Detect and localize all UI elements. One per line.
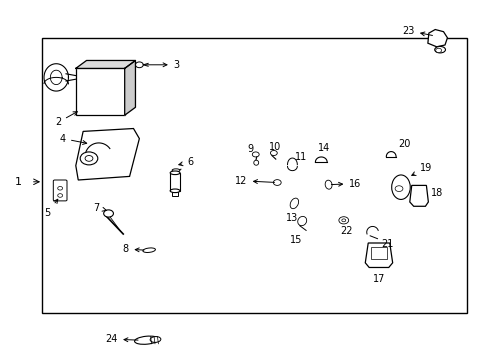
Circle shape — [80, 152, 98, 165]
Text: 10: 10 — [268, 142, 281, 152]
Text: 2: 2 — [55, 112, 77, 127]
Text: 15: 15 — [289, 235, 302, 246]
Ellipse shape — [150, 337, 161, 342]
Circle shape — [58, 194, 62, 197]
Circle shape — [394, 186, 402, 192]
Bar — [170, 173, 180, 191]
Text: 7: 7 — [93, 203, 106, 213]
Text: 22: 22 — [339, 226, 352, 236]
Text: 21: 21 — [381, 239, 393, 249]
Bar — [172, 190, 178, 196]
Text: 8: 8 — [122, 244, 143, 254]
Text: 11: 11 — [294, 152, 307, 162]
Circle shape — [252, 152, 259, 157]
Circle shape — [341, 219, 345, 222]
Circle shape — [58, 186, 62, 190]
Text: 3: 3 — [144, 60, 180, 70]
Polygon shape — [76, 60, 135, 68]
Bar — [370, 247, 386, 259]
Circle shape — [85, 156, 93, 161]
Ellipse shape — [134, 336, 159, 344]
Polygon shape — [427, 30, 447, 47]
Bar — [76, 68, 124, 115]
Text: 14: 14 — [317, 143, 329, 153]
Text: 24: 24 — [105, 334, 138, 344]
Text: 4: 4 — [60, 134, 86, 144]
Text: 1: 1 — [15, 177, 22, 187]
Circle shape — [270, 150, 277, 156]
Ellipse shape — [170, 171, 180, 175]
Polygon shape — [44, 64, 68, 91]
Bar — [41, 38, 466, 313]
Text: 19: 19 — [411, 163, 431, 175]
Text: 13: 13 — [285, 213, 298, 223]
Ellipse shape — [253, 160, 258, 165]
Circle shape — [273, 180, 281, 185]
Circle shape — [435, 48, 441, 53]
Ellipse shape — [170, 189, 180, 193]
Text: 17: 17 — [372, 274, 385, 284]
Text: 18: 18 — [430, 188, 443, 198]
Ellipse shape — [325, 180, 331, 189]
Circle shape — [103, 210, 113, 217]
Polygon shape — [76, 129, 139, 180]
Polygon shape — [365, 243, 392, 267]
Circle shape — [135, 62, 143, 68]
Text: 23: 23 — [401, 26, 431, 36]
Ellipse shape — [391, 175, 409, 199]
Ellipse shape — [289, 198, 298, 209]
Text: 16: 16 — [331, 179, 361, 189]
Polygon shape — [409, 185, 427, 206]
Ellipse shape — [434, 46, 445, 53]
Circle shape — [338, 217, 348, 224]
Text: 20: 20 — [397, 139, 409, 149]
Ellipse shape — [172, 169, 180, 172]
FancyBboxPatch shape — [53, 180, 67, 201]
Text: 6: 6 — [179, 157, 193, 167]
Ellipse shape — [297, 216, 306, 226]
Polygon shape — [124, 60, 135, 115]
Text: 9: 9 — [247, 144, 253, 154]
Ellipse shape — [142, 248, 155, 252]
Text: 12: 12 — [234, 176, 274, 186]
Text: 5: 5 — [44, 199, 58, 218]
